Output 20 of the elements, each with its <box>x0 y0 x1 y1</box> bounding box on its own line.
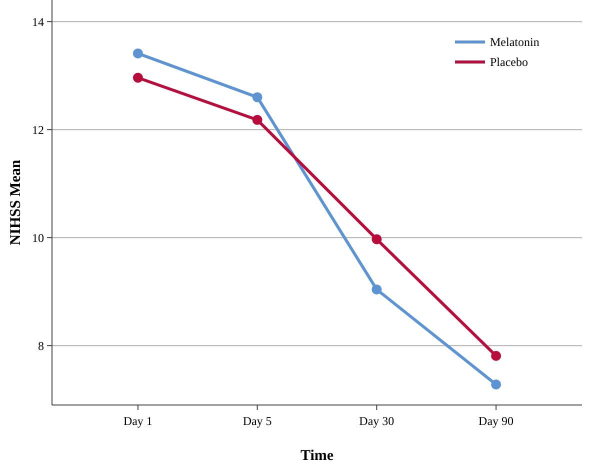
point <box>132 48 143 58</box>
point <box>372 284 382 294</box>
x-tick-label: Day 1 <box>123 414 152 428</box>
x-tick-label: Day 90 <box>478 414 514 428</box>
point <box>132 72 143 83</box>
y-tick-label: 14 <box>32 14 44 29</box>
y-axis-title: NIHSS Mean <box>8 159 24 246</box>
y-tick-label: 8 <box>38 338 44 353</box>
point <box>252 114 262 125</box>
point <box>491 350 502 361</box>
y-tick-label: 12 <box>32 122 44 137</box>
x-tick-label: Day 30 <box>359 414 394 428</box>
point <box>491 379 502 390</box>
x-axis-title: Time <box>300 448 334 464</box>
x-tick-label: Day 5 <box>242 414 272 428</box>
y-tick-label: 10 <box>32 230 44 245</box>
point <box>372 234 382 244</box>
legend-label: Melatonin <box>490 35 540 50</box>
legend-label: Placebo <box>490 55 528 70</box>
point <box>252 92 262 102</box>
